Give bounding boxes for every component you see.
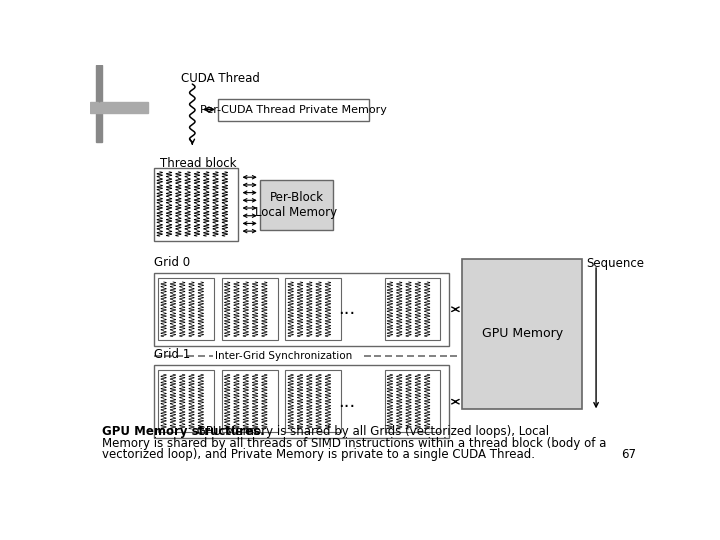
Text: Per-CUDA Thread Private Memory: Per-CUDA Thread Private Memory: [200, 105, 387, 115]
Text: ...: ...: [338, 393, 355, 411]
Bar: [154, 168, 238, 241]
Text: CUDA Thread: CUDA Thread: [181, 72, 259, 85]
Text: ...: ...: [338, 300, 355, 318]
Bar: [222, 370, 277, 432]
Bar: [462, 259, 582, 409]
Text: Inter-Grid Synchronization: Inter-Grid Synchronization: [215, 351, 353, 361]
Bar: [218, 99, 369, 121]
Text: 67: 67: [621, 448, 636, 461]
Text: Thread block: Thread block: [160, 157, 236, 170]
Bar: [285, 370, 341, 432]
Bar: [90, 102, 148, 112]
Bar: [384, 278, 441, 340]
Bar: [154, 273, 449, 346]
Bar: [154, 365, 449, 438]
Text: GPU Memory is shared by all Grids (vectorized loops), Local: GPU Memory is shared by all Grids (vecto…: [193, 425, 549, 438]
Text: Grid 0: Grid 0: [154, 256, 191, 269]
Bar: [222, 278, 277, 340]
Bar: [158, 278, 214, 340]
Text: Per-Block
Local Memory: Per-Block Local Memory: [256, 191, 338, 219]
Bar: [285, 278, 341, 340]
Text: GPU Memory structures.: GPU Memory structures.: [102, 425, 264, 438]
Text: vectorized loop), and Private Memory is private to a single CUDA Thread.: vectorized loop), and Private Memory is …: [102, 448, 535, 461]
Bar: [158, 370, 214, 432]
Text: Memory is shared by all threads of SIMD instructions within a thread block (body: Memory is shared by all threads of SIMD …: [102, 437, 606, 450]
Bar: [260, 179, 333, 230]
Text: Sequence: Sequence: [586, 257, 644, 271]
Bar: [384, 370, 441, 432]
Text: GPU Memory: GPU Memory: [482, 327, 562, 340]
Text: Grid 1: Grid 1: [154, 348, 191, 361]
Bar: [96, 65, 102, 142]
